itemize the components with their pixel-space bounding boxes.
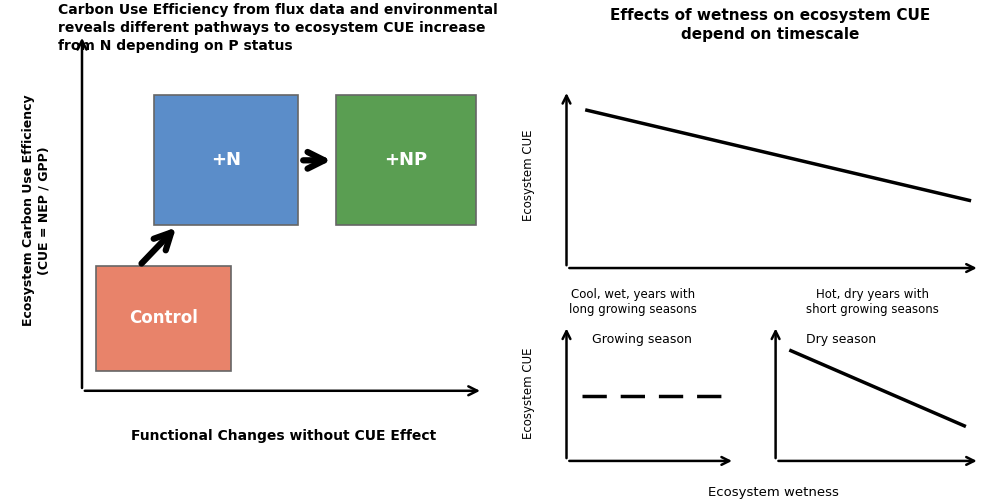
- Text: Carbon Use Efficiency from flux data and environmental
reveals different pathway: Carbon Use Efficiency from flux data and…: [58, 3, 498, 53]
- Text: Ecosystem CUE: Ecosystem CUE: [522, 130, 535, 221]
- Text: Ecosystem wetness: Ecosystem wetness: [708, 486, 838, 499]
- Text: Control: Control: [129, 309, 198, 327]
- Text: Ecosystem Carbon Use Efficiency
(CUE = NEP / GPP): Ecosystem Carbon Use Efficiency (CUE = N…: [22, 95, 50, 326]
- Text: Cool, wet, years with
long growing seasons: Cool, wet, years with long growing seaso…: [569, 288, 697, 316]
- Bar: [154, 95, 298, 225]
- Text: Functional Changes without CUE Effect: Functional Changes without CUE Effect: [131, 429, 436, 443]
- Text: Dry season: Dry season: [806, 333, 876, 346]
- Text: Effects of wetness on ecosystem CUE
depend on timescale: Effects of wetness on ecosystem CUE depe…: [610, 8, 931, 42]
- Text: Growing season: Growing season: [592, 333, 692, 346]
- Text: Ecosystem CUE: Ecosystem CUE: [522, 348, 535, 439]
- Bar: [96, 266, 231, 371]
- Text: Hot, dry years with
short growing seasons: Hot, dry years with short growing season…: [806, 288, 939, 316]
- Text: +N: +N: [211, 151, 241, 169]
- Text: +NP: +NP: [384, 151, 428, 169]
- Bar: [336, 95, 476, 225]
